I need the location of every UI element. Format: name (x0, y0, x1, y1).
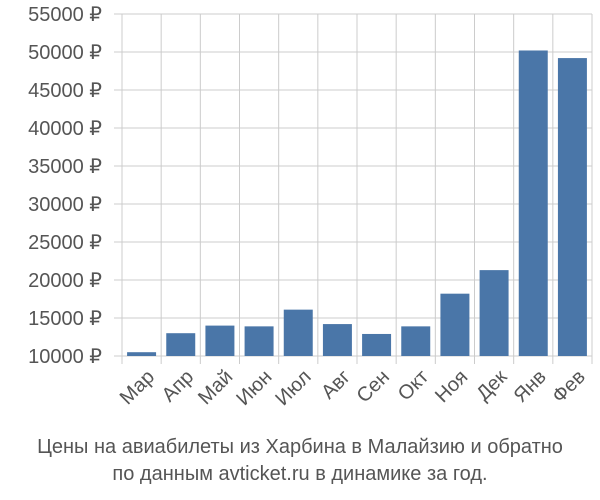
y-tick-label: 30000 ₽ (28, 194, 102, 216)
grid-layer (114, 13, 593, 364)
x-tick-label: Май (194, 366, 237, 409)
bar-1 (127, 352, 157, 356)
x-tick-label: Июн (232, 366, 276, 410)
x-tick-label: Дек (472, 366, 511, 405)
y-tick-label: 25000 ₽ (28, 232, 102, 254)
y-tick-label: 35000 ₽ (28, 156, 102, 178)
bar-5 (283, 309, 313, 356)
y-tick-label: 40000 ₽ (28, 118, 102, 140)
bar-11 (518, 50, 548, 356)
bar-8 (401, 326, 431, 356)
bar-4 (244, 326, 274, 356)
y-tick-label: 10000 ₽ (28, 346, 102, 368)
y-tick-label: 55000 ₽ (28, 4, 102, 26)
x-tick-label: Сен (353, 366, 394, 407)
chart-caption-line-2: по данным avticket.ru в динамике за год. (112, 463, 488, 485)
x-tick-label: Окт (394, 366, 433, 405)
chart-caption-line-1: Цены на авиабилеты из Харбина в Малайзию… (37, 436, 563, 458)
y-tick-label: 20000 ₽ (28, 270, 102, 292)
y-axis-ticks: 10000 ₽ 15000 ₽ 20000 ₽ 25000 ₽ 30000 ₽ 35000… (28, 4, 102, 368)
x-tick-label: Фев (548, 366, 590, 408)
bar-9 (440, 293, 470, 356)
y-tick-label: 50000 ₽ (28, 42, 102, 64)
bar-12 (557, 58, 587, 356)
y-tick-label: 45000 ₽ (28, 80, 102, 102)
x-tick-label: Авг (317, 366, 355, 404)
x-tick-label: Янв (510, 366, 551, 407)
bar-2 (166, 333, 196, 356)
x-tick-label: Ноя (431, 366, 472, 407)
x-tick-label: Мар (116, 366, 159, 409)
bar-layer (127, 50, 587, 356)
bar-10 (479, 270, 509, 356)
x-tick-label: Апр (158, 366, 199, 407)
bar-6 (322, 324, 352, 356)
y-tick-label: 15000 ₽ (28, 308, 102, 330)
bar-7 (362, 333, 392, 356)
bar-3 (205, 325, 235, 356)
x-tick-label: Июл (271, 366, 315, 410)
